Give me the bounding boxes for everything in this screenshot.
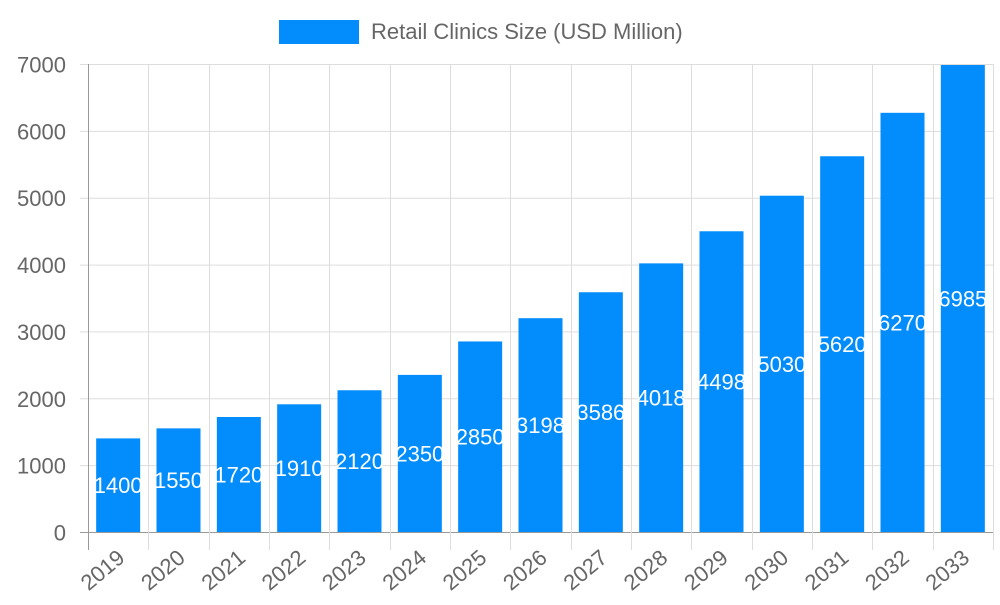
y-tick-label: 2000 bbox=[17, 387, 66, 412]
y-tick-label: 0 bbox=[54, 521, 66, 546]
bar bbox=[458, 341, 503, 532]
data-label: 6985 bbox=[938, 287, 987, 312]
bar bbox=[518, 318, 563, 532]
x-tick-label: 2032 bbox=[860, 545, 914, 596]
bar bbox=[639, 263, 684, 532]
data-label: 6270 bbox=[878, 310, 927, 335]
bar bbox=[397, 374, 442, 532]
data-label: 3586 bbox=[576, 400, 625, 425]
data-label: 1720 bbox=[214, 463, 263, 488]
x-tick-label: 2031 bbox=[800, 545, 854, 596]
data-label: 4018 bbox=[637, 386, 686, 411]
data-label: 5030 bbox=[757, 352, 806, 377]
bar bbox=[940, 65, 985, 532]
data-label: 2350 bbox=[395, 441, 444, 466]
legend-label: Retail Clinics Size (USD Million) bbox=[371, 19, 683, 44]
x-tick-label: 2020 bbox=[136, 545, 190, 596]
x-tick-label: 2030 bbox=[739, 545, 793, 596]
y-tick-label: 1000 bbox=[17, 454, 66, 479]
y-tick-label: 4000 bbox=[17, 253, 66, 278]
data-label: 2850 bbox=[456, 425, 505, 450]
bar bbox=[156, 428, 201, 532]
x-tick-label: 2028 bbox=[619, 545, 673, 596]
y-tick-label: 6000 bbox=[17, 119, 66, 144]
bar bbox=[578, 292, 623, 532]
bar bbox=[96, 438, 141, 532]
x-tick-label: 2024 bbox=[377, 545, 431, 596]
data-label: 5620 bbox=[818, 332, 867, 357]
x-tick-label: 2033 bbox=[920, 545, 974, 596]
bar bbox=[880, 112, 925, 532]
x-tick-label: 2019 bbox=[76, 545, 130, 596]
bar bbox=[820, 156, 865, 532]
y-tick-label: 5000 bbox=[17, 186, 66, 211]
bar bbox=[337, 390, 382, 532]
legend-swatch bbox=[279, 20, 359, 44]
data-label: 4498 bbox=[697, 370, 746, 395]
data-label: 3198 bbox=[516, 413, 565, 438]
y-tick-label: 7000 bbox=[17, 53, 66, 78]
data-label: 1550 bbox=[154, 468, 203, 493]
legend[interactable]: Retail Clinics Size (USD Million) bbox=[279, 19, 683, 44]
data-label: 1910 bbox=[275, 456, 324, 481]
x-tick-label: 2026 bbox=[498, 545, 552, 596]
x-tick-label: 2029 bbox=[679, 545, 733, 596]
bar bbox=[759, 195, 804, 533]
x-tick-label: 2021 bbox=[196, 545, 250, 596]
data-label: 2120 bbox=[335, 449, 384, 474]
x-tick-label: 2027 bbox=[558, 545, 612, 596]
bar bbox=[277, 404, 322, 532]
x-tick-label: 2023 bbox=[317, 545, 371, 596]
x-tick-label: 2022 bbox=[257, 545, 311, 596]
data-label: 1400 bbox=[94, 473, 143, 498]
bar bbox=[699, 231, 744, 533]
y-tick-label: 3000 bbox=[17, 320, 66, 345]
bar bbox=[216, 417, 261, 532]
x-tick-label: 2025 bbox=[438, 545, 492, 596]
